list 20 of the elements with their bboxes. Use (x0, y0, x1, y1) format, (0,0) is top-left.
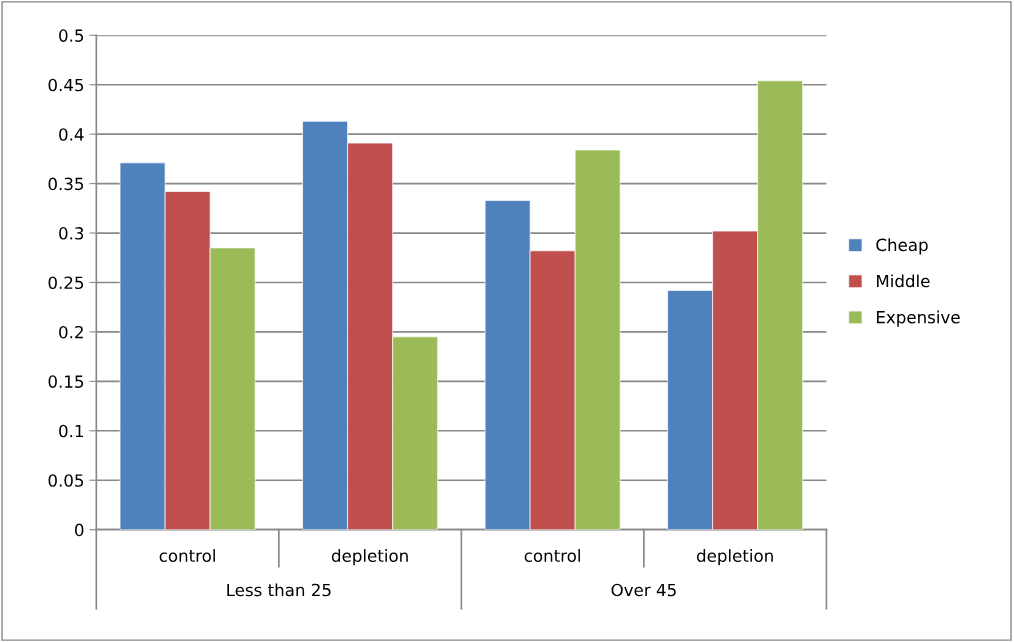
legend-label: Middle (877, 274, 930, 288)
x-tick-label: control (159, 549, 215, 562)
y-tick-label: 0.35 (48, 177, 84, 191)
x-tick-label: control (524, 549, 580, 562)
legend-label: Expensive (877, 310, 960, 327)
text: Less than 25 (227, 583, 331, 597)
x-tick-label: depletion (696, 549, 773, 566)
y-tick-label: 0.15 (48, 375, 84, 388)
y-tick-label: 0.25 (48, 276, 84, 290)
legend-label: Cheap (876, 238, 928, 255)
text: Over 45 (611, 583, 676, 597)
y-tick-label: 0.5 (59, 29, 84, 42)
y-tick-label: 0.4 (59, 128, 84, 141)
y-tick-label: 0.45 (48, 78, 84, 92)
y-tick-label: 0 (75, 523, 84, 537)
y-tick-label: 0.05 (48, 474, 84, 487)
x-tick-label: depletion (331, 549, 408, 566)
y-tick-label: 0.1 (59, 424, 83, 438)
y-tick-label: 0.3 (59, 227, 84, 240)
y-tick-label: 0.2 (59, 325, 83, 339)
